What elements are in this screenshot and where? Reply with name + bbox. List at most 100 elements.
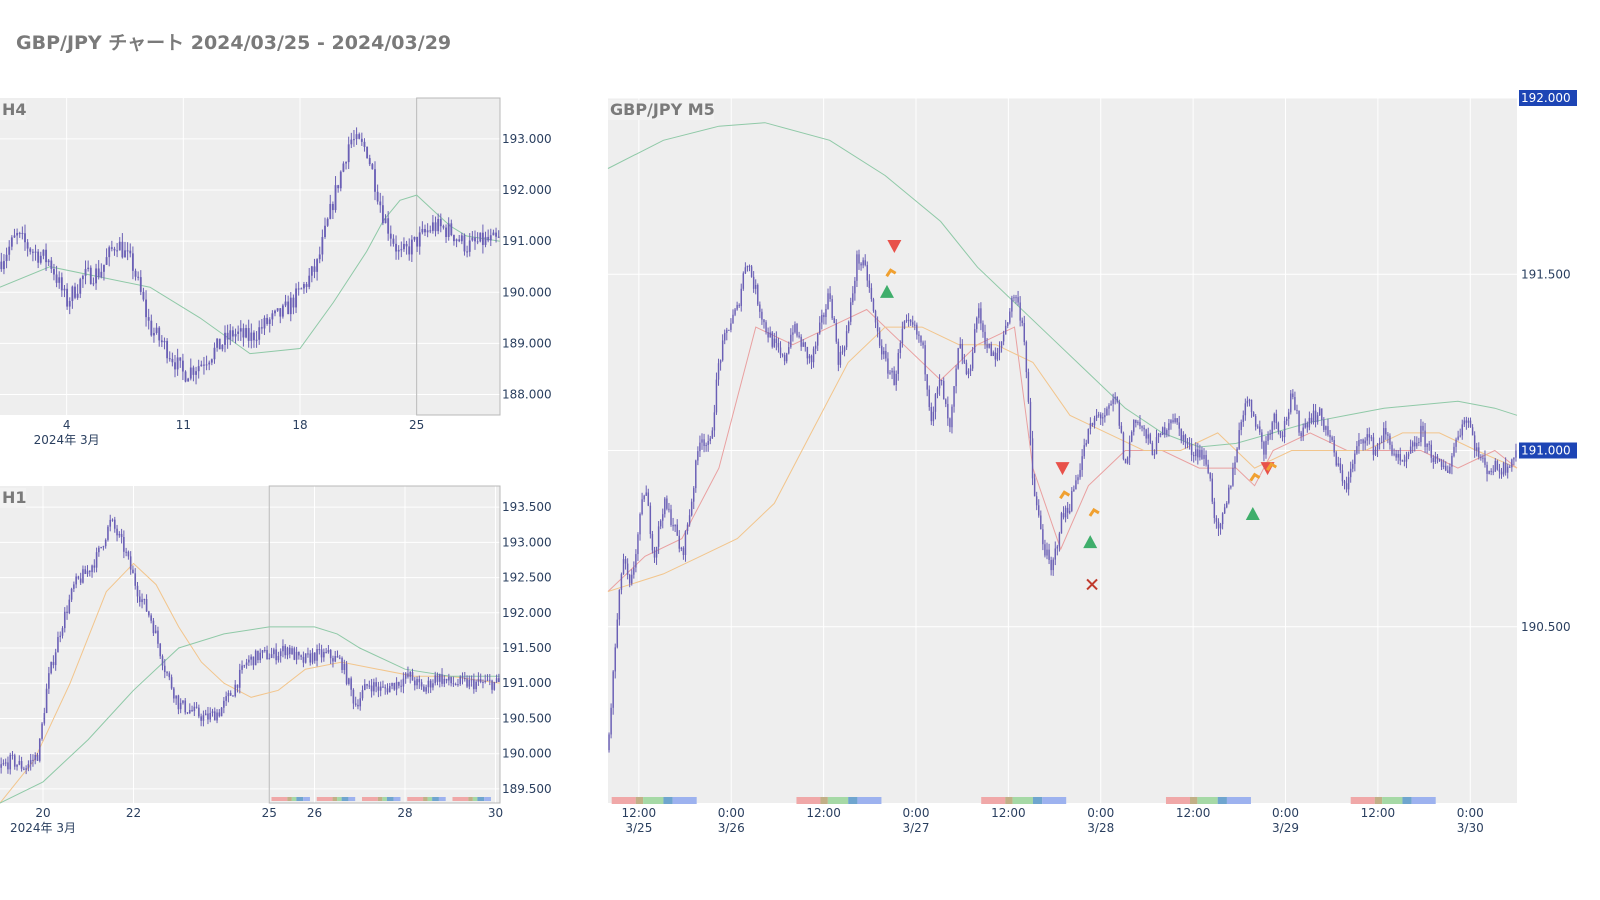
m5-candle-body bbox=[823, 314, 825, 318]
m5-candle-body bbox=[1180, 428, 1183, 441]
h4-candle-body bbox=[403, 243, 405, 250]
m5-candle-body bbox=[703, 439, 705, 446]
m5-candle-body bbox=[1482, 457, 1484, 459]
h4-candle-body bbox=[13, 235, 16, 238]
h1-candle-body bbox=[327, 650, 330, 653]
h4-xtick-label: 4 bbox=[63, 418, 71, 432]
exit-marker bbox=[1088, 507, 1100, 517]
h1-candle-body bbox=[236, 684, 239, 688]
m5-candle-body bbox=[1141, 426, 1143, 428]
h1-candle-body bbox=[261, 650, 264, 653]
h1-candle-body bbox=[402, 678, 405, 687]
h1-candle-body bbox=[220, 707, 223, 717]
m5-candle-body bbox=[1449, 466, 1451, 473]
h4-candle-body bbox=[450, 223, 453, 236]
h1-candle-body bbox=[479, 679, 482, 682]
m5-candle-body bbox=[951, 406, 953, 428]
h4-candle-body bbox=[271, 313, 274, 320]
m5-candle-body bbox=[1166, 430, 1168, 435]
m5-candle-body bbox=[1190, 444, 1193, 456]
h1-candle-body bbox=[445, 678, 448, 681]
m5-candle-body bbox=[1083, 445, 1085, 457]
h1-candle-body bbox=[116, 528, 118, 536]
m5-candle-body bbox=[1430, 444, 1432, 458]
m5-candle-body bbox=[1019, 302, 1021, 321]
h1-candle-body bbox=[300, 655, 302, 657]
m5-candle-body bbox=[885, 350, 887, 359]
m5-candle-body bbox=[1397, 454, 1399, 458]
m5-candle-body bbox=[918, 334, 920, 336]
m5-candle-body bbox=[1135, 419, 1137, 423]
m5-candle-body bbox=[1467, 420, 1470, 423]
m5-candle-body bbox=[1279, 431, 1282, 436]
h1-ytick-label: 189.500 bbox=[502, 782, 552, 796]
m5-candle-body bbox=[674, 524, 676, 527]
h4-candle-body bbox=[47, 260, 50, 263]
h1-candle-body bbox=[118, 533, 121, 536]
m5-candle-body bbox=[1393, 453, 1395, 455]
m5-candle-body bbox=[1031, 438, 1034, 479]
m5-candle-body bbox=[746, 265, 749, 268]
m5-candle-body bbox=[1475, 447, 1478, 451]
h1-candle-body bbox=[473, 679, 475, 690]
h1-session-stripe bbox=[337, 797, 342, 801]
m5-candle-body bbox=[1223, 507, 1226, 514]
m5-candle-body bbox=[1263, 441, 1265, 455]
h1-candle-body bbox=[484, 680, 487, 683]
h4-candle-body bbox=[426, 230, 429, 233]
m5-candle-body bbox=[1457, 436, 1459, 440]
h4-candle-body bbox=[226, 332, 229, 340]
m5-candle-body bbox=[829, 293, 831, 300]
m5-candle-body bbox=[608, 734, 610, 751]
m5-xtick-label: 0:00 bbox=[1272, 806, 1299, 820]
h1-session-stripe bbox=[377, 797, 383, 801]
m5-candle-body bbox=[1513, 457, 1515, 460]
m5-candle-body bbox=[1017, 297, 1019, 303]
m5-candle-body bbox=[680, 547, 683, 549]
h1-candle-body bbox=[279, 651, 282, 657]
m5-candle-body bbox=[1434, 456, 1437, 463]
m5-candle-body bbox=[699, 442, 701, 452]
m5-candle-body bbox=[1211, 478, 1214, 502]
h1-candle-body bbox=[120, 533, 123, 538]
h1-ma-long-line bbox=[0, 626, 500, 804]
m5-candle-body bbox=[1238, 430, 1240, 449]
m5-candle-body bbox=[978, 308, 980, 318]
h4-candle-body bbox=[158, 327, 161, 341]
m5-xtick-label: 12:00 bbox=[1176, 806, 1211, 820]
m5-candle-body bbox=[837, 341, 840, 365]
h1-candle-body bbox=[454, 684, 457, 686]
h1-candle-body bbox=[0, 764, 2, 768]
h1-candle-body bbox=[63, 611, 66, 629]
m5-candle-body bbox=[767, 332, 769, 338]
m5-candle-body bbox=[889, 372, 891, 374]
m5-candle-body bbox=[870, 287, 873, 300]
h1-candle-body bbox=[75, 576, 77, 585]
h4-candle-body bbox=[313, 266, 316, 272]
m5-candle-body bbox=[1071, 490, 1073, 511]
m5-candle-body bbox=[1515, 450, 1517, 458]
h1-candle-body bbox=[304, 653, 307, 663]
m5-candle-body bbox=[1021, 320, 1023, 323]
h1-candle-body bbox=[316, 649, 318, 661]
m5-candle-body bbox=[1250, 399, 1253, 413]
m5-xtick-label: 12:00 bbox=[806, 806, 841, 820]
h4-candle-body bbox=[497, 236, 500, 238]
h1-candle-body bbox=[334, 656, 337, 662]
m5-candle-body bbox=[1440, 461, 1443, 467]
m5-candle-body bbox=[1025, 341, 1028, 373]
h4-ytick-label: 192.000 bbox=[502, 183, 552, 197]
m5-session-stripe bbox=[663, 797, 673, 804]
h4-candle-body bbox=[126, 250, 129, 252]
m5-candle-body bbox=[1273, 413, 1275, 423]
m5-candle-body bbox=[839, 352, 842, 365]
m5-candle-body bbox=[835, 322, 838, 342]
m5-candle-body bbox=[1409, 446, 1412, 454]
m5-candle-body bbox=[695, 460, 697, 489]
m5-candle-body bbox=[1147, 434, 1149, 439]
h4-candle-body bbox=[489, 235, 492, 241]
h1-candle-body bbox=[493, 681, 496, 690]
h1-candle-body bbox=[132, 569, 134, 574]
m5-candle-body bbox=[748, 265, 751, 267]
m5-candle-body bbox=[1385, 428, 1387, 435]
